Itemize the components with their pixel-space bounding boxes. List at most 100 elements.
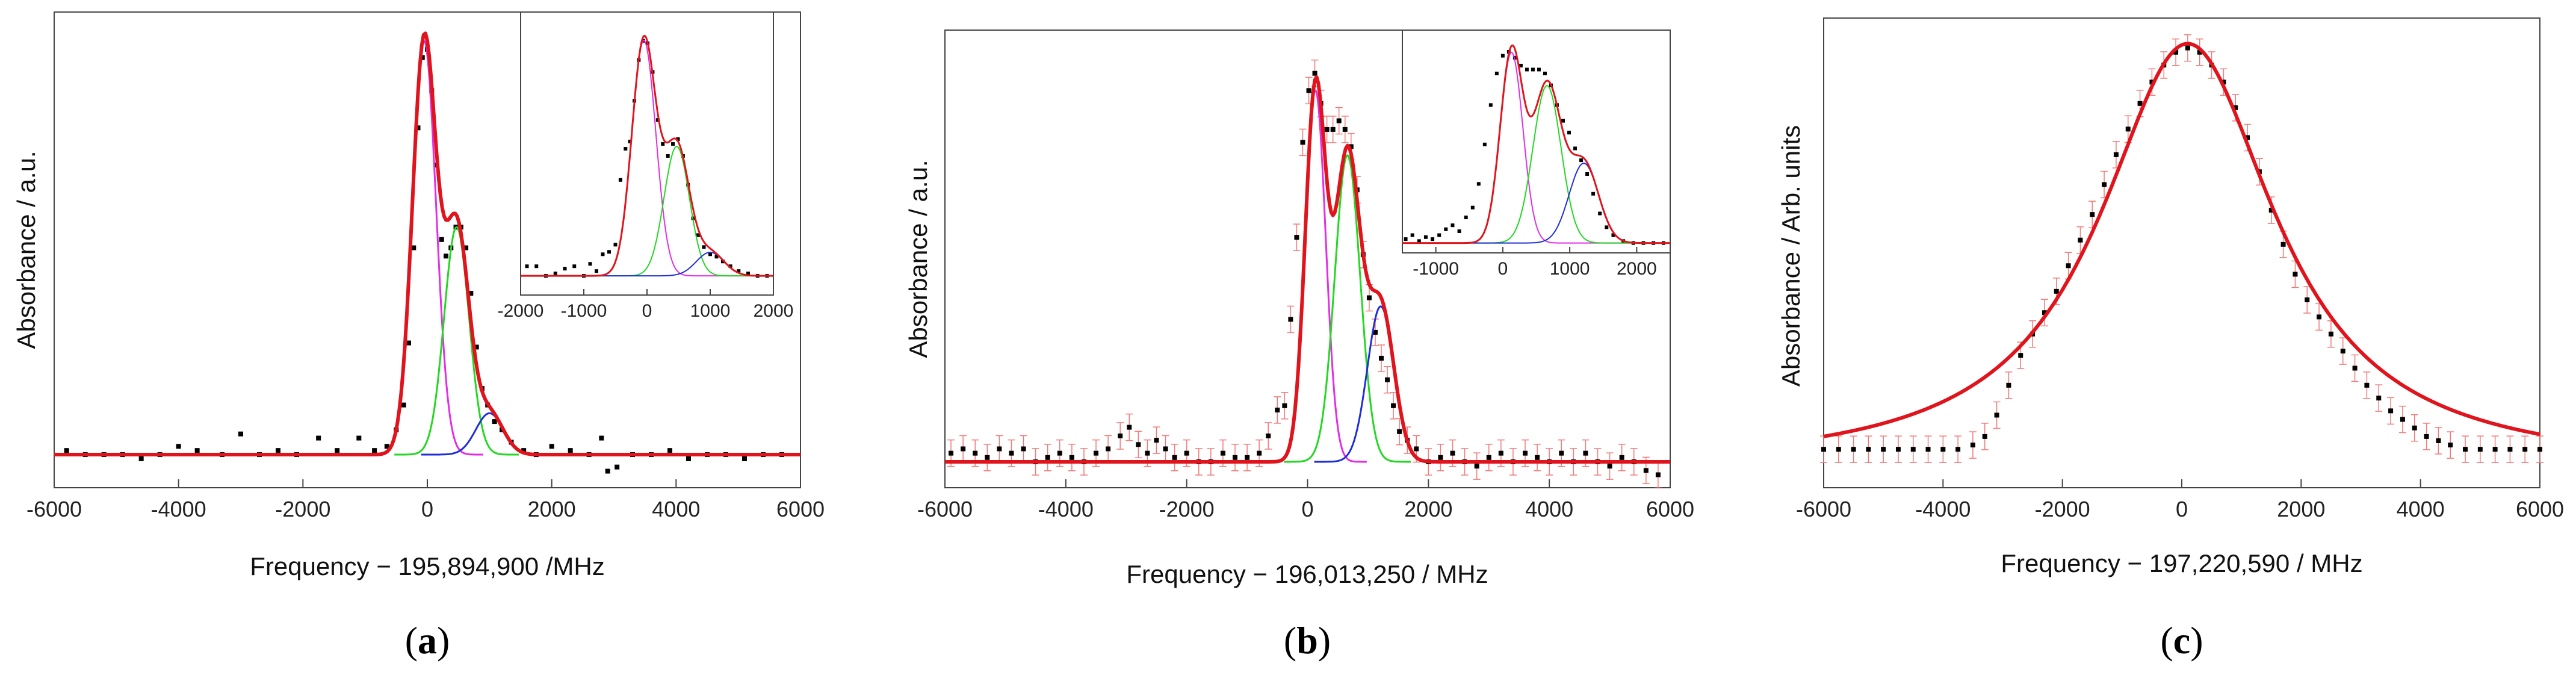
- panel-a-data-point: [444, 253, 448, 259]
- panel-a-data-point: [474, 344, 479, 350]
- panel-b-data-point: [1397, 429, 1402, 434]
- panel-b-data-point: [1336, 118, 1342, 123]
- panel-b-data-point: [1127, 424, 1132, 430]
- panel-b-inset-data-point: [1591, 191, 1596, 196]
- panel-b-inset-x-tick-label: 1000: [1550, 259, 1590, 279]
- panel-c-data-point: [2492, 447, 2498, 452]
- panel-c-data-point: [2066, 263, 2071, 269]
- panel-a-inset-data-point: [607, 250, 611, 254]
- panel-b-green-peak: [1283, 154, 1412, 463]
- panel-a-x-tick-label: -2000: [275, 497, 330, 521]
- panel-a-data-point: [176, 444, 181, 449]
- panel-b-data-point: [1163, 446, 1168, 452]
- panel-b-data-point: [1366, 295, 1372, 300]
- panel-b-data-point: [1288, 317, 1293, 322]
- panel-c-data-point: [2448, 443, 2453, 448]
- panel-a-inset-data-point: [595, 269, 598, 273]
- panel-b-data-point: [985, 455, 990, 460]
- panel-b-x-tick-label: -4000: [1038, 497, 1094, 521]
- panel-a-data-point: [521, 448, 527, 453]
- panel-c-data-point: [1910, 447, 1916, 452]
- panel-b-x-tick-label: 6000: [1646, 497, 1694, 521]
- panel-a-data-point: [384, 444, 389, 449]
- panel-c-x-tick-label: 6000: [2516, 497, 2564, 521]
- panel-c-data-point: [2507, 447, 2513, 452]
- panel-a-data-point: [468, 291, 474, 296]
- panel-b-data-point: [1535, 455, 1540, 460]
- panel-c-data-point: [2078, 237, 2083, 243]
- panel-a-data-point: [415, 125, 421, 131]
- panel-b-data-point: [1282, 403, 1287, 408]
- panel-c-x-tick-label: -2000: [2035, 497, 2090, 521]
- panel-b-sum-fit: [945, 75, 1670, 464]
- panel-b-data-point: [1523, 450, 1528, 456]
- panel-a-green-peak: [394, 226, 519, 456]
- panel-a-data-point: [686, 456, 691, 461]
- panel-a-data-point: [605, 468, 610, 474]
- panel-a-inset-data-point: [746, 272, 750, 276]
- panel-c-data-point: [1955, 447, 1961, 452]
- panel-b-data-point: [1136, 442, 1141, 447]
- panel-a-x-tick-label: 6000: [776, 497, 825, 521]
- panel-b-data-point: [1498, 450, 1503, 456]
- panel-a-inset-data-point: [624, 147, 628, 151]
- panel-c-data-point: [2424, 434, 2429, 439]
- panel-b-inset-data-point: [1512, 55, 1517, 60]
- panel-b-data-point: [1057, 450, 1062, 456]
- panel-b-data-point: [1619, 455, 1624, 460]
- panel-b-data-point: [973, 450, 978, 456]
- panel-b-inset-sum-fit: [1402, 44, 1671, 244]
- panel-a-inset-data-point: [728, 264, 732, 269]
- panel-a-data-point: [372, 448, 377, 453]
- panel-c-x-tick-label: -6000: [1796, 497, 1851, 521]
- panel-b-data-point: [1220, 450, 1225, 456]
- panel-c-data-point: [2054, 288, 2059, 294]
- panel-b-inset-data-point: [1531, 67, 1535, 72]
- panel-b-data-point: [1094, 450, 1099, 456]
- panel-b-inset-x-tick-label: 2000: [1617, 259, 1657, 279]
- panel-a-x-tick-label: 0: [421, 497, 433, 521]
- panel-b-data-point: [1021, 446, 1026, 452]
- panel-b-label: (b): [1284, 619, 1331, 662]
- panel-a-inset-data-point: [563, 267, 567, 271]
- panel-b-xlabel: Frequency − 196,013,250 / MHz: [1126, 560, 1488, 588]
- panel-b-data-point: [1414, 446, 1419, 452]
- panel-b-data-point: [1450, 450, 1455, 456]
- panel-a-inset-data-point: [671, 142, 675, 146]
- panel-a-xlabel: Frequency − 195,894,900 /MHz: [250, 552, 605, 580]
- panel-c-data-point: [2352, 365, 2358, 371]
- panel-b-plot: -6000 -4000 -2000 0 2000 4000 6000: [917, 59, 1694, 521]
- panel-b-x-tick-label: -6000: [917, 497, 973, 521]
- panel-b-data-point: [1391, 403, 1396, 408]
- panel-a-inset-data-point: [572, 264, 577, 269]
- panel-b-ylabel: Absorbance / a.u.: [904, 160, 932, 358]
- panel-a-data-point: [194, 448, 200, 453]
- panel-a-data-point: [549, 444, 554, 449]
- panel-a-inset-x-tick-label: 0: [642, 301, 652, 321]
- panel-c-label-letter: c: [2173, 619, 2190, 662]
- panel-a-inset-data-point: [696, 233, 701, 237]
- panel-a-data-point: [742, 456, 747, 461]
- panel-b-inset-plot: -1000 0 1000 2000: [1402, 44, 1671, 279]
- panel-a-data-point: [439, 237, 444, 242]
- panel-b-inset-data-point: [1579, 158, 1584, 163]
- panel-a-inset-plot: -2000 -1000 0 1000 2000: [498, 34, 793, 321]
- panel-a-inset-data-point: [708, 252, 712, 256]
- panel-b-inset-data-point: [1410, 233, 1414, 237]
- panel-c-data-point: [2317, 314, 2322, 320]
- panel-c-data-point: [2376, 396, 2382, 401]
- panel-b-data-point: [1372, 329, 1378, 335]
- panel-c-data-point: [2137, 101, 2143, 106]
- panel-c-data-point: [1994, 412, 1999, 418]
- panel-c-x-tick-label: -4000: [1915, 497, 1971, 521]
- panel-b: -6000 -4000 -2000 0 2000 4000 6000 -1000 0 1000 2…: [904, 30, 1694, 662]
- panel-c-data-point: [2412, 425, 2417, 431]
- panel-b-data-point: [1655, 472, 1661, 477]
- panel-a-inset-data-point: [628, 140, 632, 144]
- panel-a-data-point: [667, 448, 672, 453]
- panel-a-data-point: [599, 435, 604, 441]
- panel-a-data-point: [492, 419, 497, 424]
- panel-a-inset-data-point: [525, 264, 529, 269]
- panel-b-inset-data-point: [1537, 67, 1541, 72]
